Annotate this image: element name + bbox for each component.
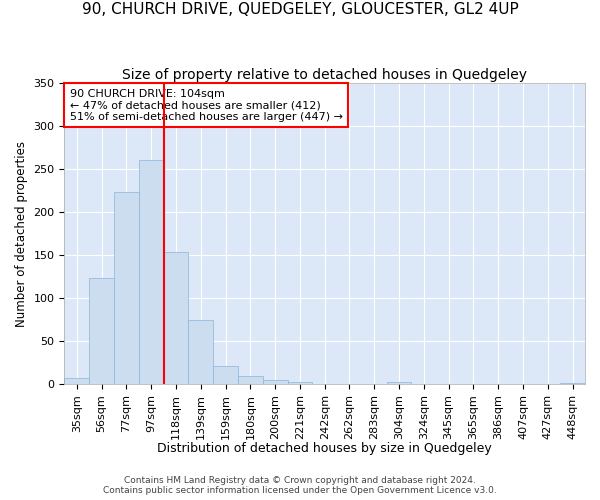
Bar (114, 192, 139, 384)
Text: Contains HM Land Registry data © Crown copyright and database right 2024.
Contai: Contains HM Land Registry data © Crown c… (103, 476, 497, 495)
Bar (139, 160, 164, 384)
Bar (287, 382, 313, 384)
Bar (263, 380, 287, 384)
Bar (238, 376, 263, 384)
Bar (188, 320, 213, 384)
Bar (89, 278, 114, 384)
Y-axis label: Number of detached properties: Number of detached properties (15, 140, 28, 326)
Text: 90, CHURCH DRIVE, QUEDGELEY, GLOUCESTER, GL2 4UP: 90, CHURCH DRIVE, QUEDGELEY, GLOUCESTER,… (82, 2, 518, 18)
Bar (560, 382, 585, 384)
Bar (164, 252, 188, 384)
Bar (64, 378, 89, 384)
Title: Size of property relative to detached houses in Quedgeley: Size of property relative to detached ho… (122, 68, 527, 82)
Bar (213, 366, 238, 384)
X-axis label: Distribution of detached houses by size in Quedgeley: Distribution of detached houses by size … (157, 442, 492, 455)
Text: 90 CHURCH DRIVE: 104sqm
← 47% of detached houses are smaller (412)
51% of semi-d: 90 CHURCH DRIVE: 104sqm ← 47% of detache… (70, 88, 343, 122)
Bar (386, 382, 412, 384)
